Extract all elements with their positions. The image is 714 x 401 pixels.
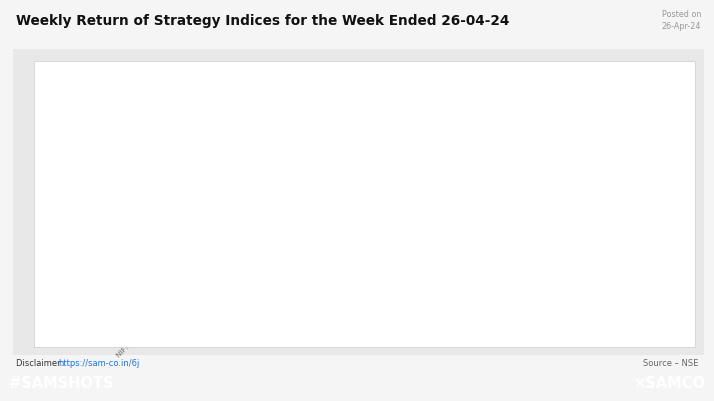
Text: 2.33%: 2.33% bbox=[384, 156, 412, 165]
Text: 1.38%: 1.38% bbox=[575, 176, 603, 184]
Bar bbox=[444, 174, 479, 214]
Bar bbox=[63, 105, 98, 214]
Text: Posted on: Posted on bbox=[662, 10, 701, 19]
Text: 2.90%: 2.90% bbox=[257, 145, 284, 154]
Text: Weekly Return of Strategy Indices for the Week Ended 26-04-24: Weekly Return of Strategy Indices for th… bbox=[16, 14, 509, 28]
Bar bbox=[571, 186, 606, 214]
Bar bbox=[381, 167, 416, 214]
Bar bbox=[317, 158, 352, 214]
Text: 1.99%: 1.99% bbox=[448, 163, 476, 172]
Text: 5.35%: 5.35% bbox=[66, 95, 94, 104]
Text: https://sam-co.in/6j: https://sam-co.in/6j bbox=[59, 358, 140, 367]
Text: Disclaimer:: Disclaimer: bbox=[16, 358, 66, 367]
Text: 4.79%: 4.79% bbox=[130, 107, 157, 115]
Text: #SAMSHOTS: #SAMSHOTS bbox=[9, 375, 114, 390]
Text: 2.75%: 2.75% bbox=[321, 148, 348, 157]
Text: 1.52%: 1.52% bbox=[512, 173, 539, 182]
Bar bbox=[635, 214, 670, 236]
Text: -1.09%: -1.09% bbox=[638, 237, 668, 247]
Text: 26-Apr-24: 26-Apr-24 bbox=[662, 22, 701, 31]
Text: Source – NSE: Source – NSE bbox=[643, 358, 698, 367]
Text: 3.27%: 3.27% bbox=[193, 137, 221, 146]
Bar bbox=[190, 148, 225, 214]
Bar bbox=[508, 183, 543, 214]
Bar bbox=[253, 155, 288, 214]
Text: ×SAMCO: ×SAMCO bbox=[633, 375, 705, 390]
Bar bbox=[126, 117, 161, 214]
